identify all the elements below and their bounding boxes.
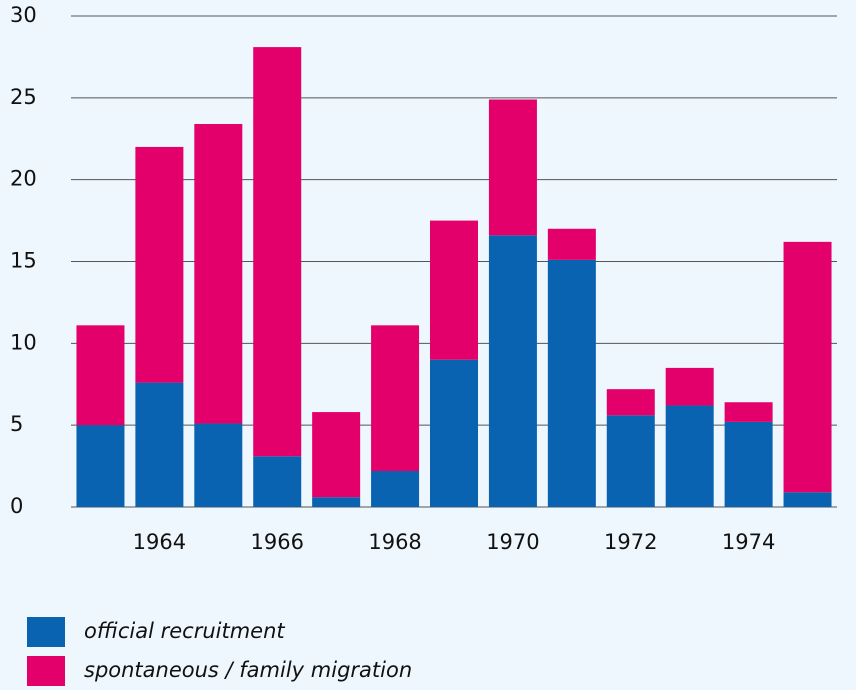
bar-segment (371, 325, 420, 471)
bar-segment (312, 497, 361, 507)
bar-segment (135, 146, 184, 383)
legend-label: spontaneous / family migration (84, 658, 412, 682)
x-tick-label: 1974 (722, 530, 775, 554)
y-tick-label: 25 (10, 85, 37, 109)
y-tick-label: 0 (10, 494, 23, 518)
x-tick-label: 1966 (251, 530, 304, 554)
legend-swatch (27, 656, 65, 686)
bar-segment (312, 412, 361, 498)
y-tick-label: 10 (10, 330, 37, 354)
x-tick-label: 1968 (368, 530, 421, 554)
bar-segment (135, 382, 184, 507)
bar-segment (488, 99, 537, 236)
legend-label: official recruitment (84, 619, 285, 643)
bar-segment (606, 389, 655, 416)
y-tick-label: 30 (10, 3, 37, 27)
bar-segment (547, 228, 596, 260)
bar-segment (606, 415, 655, 507)
y-tick-label: 20 (10, 167, 37, 191)
bar-segment (430, 359, 478, 507)
y-tick-label: 5 (10, 412, 23, 436)
bar-segment (253, 456, 302, 507)
bar-segment (724, 402, 773, 422)
bar-segment (76, 425, 125, 507)
bar-segment (665, 367, 714, 406)
bar-segment (783, 241, 832, 493)
legend-swatch (27, 617, 65, 647)
bar-segment (430, 220, 478, 360)
bar-segment (194, 124, 243, 424)
bar-segment (783, 492, 832, 507)
bar-segment (76, 325, 125, 426)
bar-segment (488, 235, 537, 507)
bar-segment (665, 405, 714, 507)
x-tick-label: 1970 (486, 530, 539, 554)
x-tick-label: 1964 (133, 530, 186, 554)
bar-segment (253, 47, 302, 457)
bar-segment (371, 470, 420, 507)
y-tick-label: 15 (10, 249, 37, 273)
bar-segment (724, 421, 773, 507)
x-tick-label: 1972 (604, 530, 657, 554)
bar-segment (194, 423, 243, 507)
bar-segment (547, 259, 596, 507)
